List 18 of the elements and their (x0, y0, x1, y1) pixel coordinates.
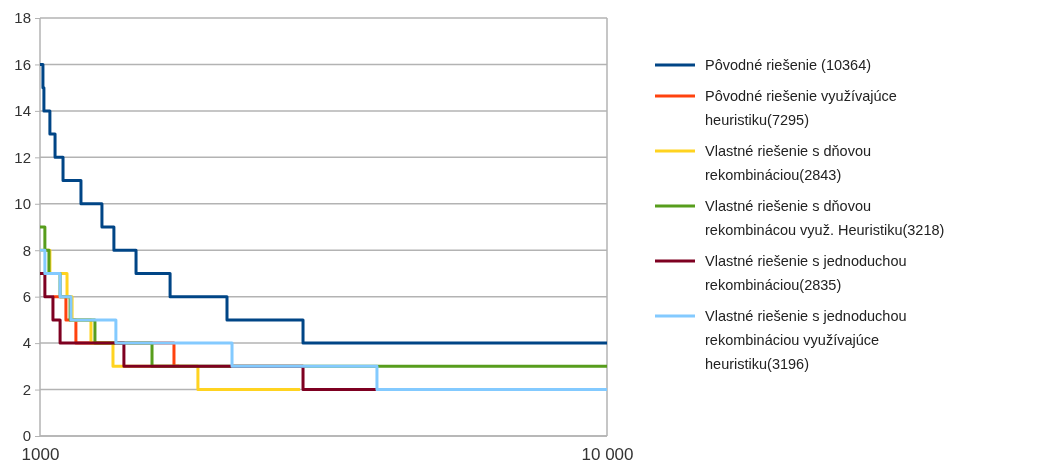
legend-label: Vlastné riešenie s dňovou rekombinácou využ. Heuristiku(3218) (705, 198, 945, 238)
y-tick-label: 2 (22, 380, 31, 398)
legend-label: Pôvodné riešenie využívajúce heuristiku(7295) (705, 88, 897, 128)
legend-label: Vlastné riešenie s jednoduchou rekombináciou(2835) (705, 253, 907, 293)
y-tick-label: 0 (22, 427, 31, 445)
legend-label: Pôvodné riešenie (10364) (705, 57, 872, 73)
legend-label: Vlastné riešenie s jednoduchou rekombináciou využívajúce heuristiku(3196) (705, 308, 907, 372)
x-tick-label: 1000 (21, 445, 60, 465)
y-tick-label: 4 (22, 334, 31, 352)
x-tick-label: 10 000 (581, 445, 634, 465)
y-tick-label: 18 (14, 9, 31, 27)
y-tick-label: 8 (22, 241, 31, 259)
y-tick-label: 12 (14, 148, 31, 166)
y-tick-label: 16 (14, 55, 31, 73)
y-tick-label: 10 (14, 195, 31, 213)
legend-label: Vlastné riešenie s dňovou rekombináciou(2843) (705, 143, 872, 183)
y-tick-label: 14 (14, 102, 31, 120)
y-tick-label: 6 (22, 287, 31, 305)
